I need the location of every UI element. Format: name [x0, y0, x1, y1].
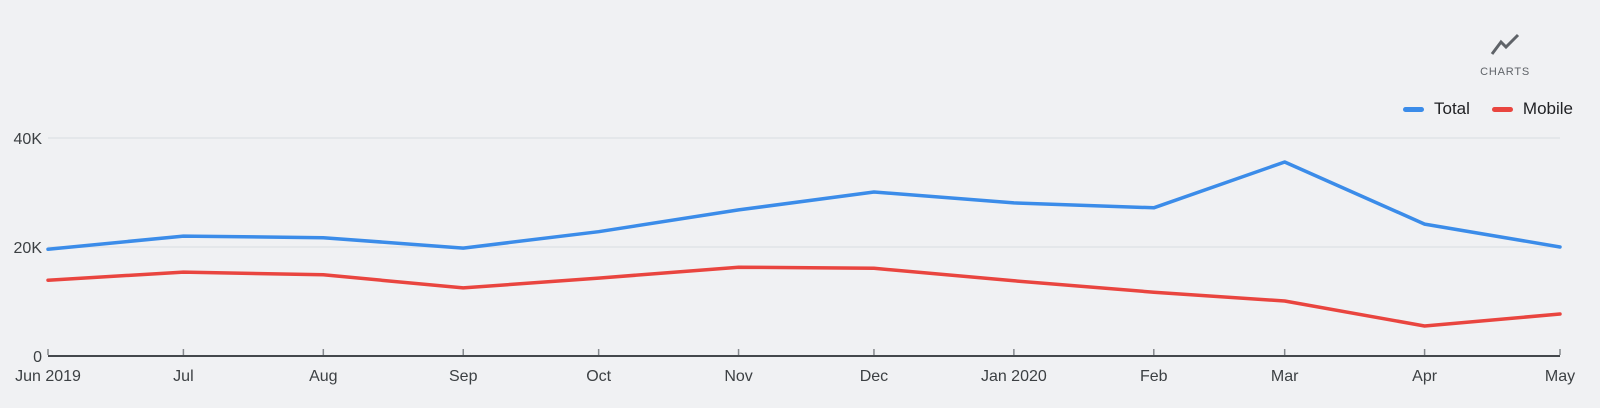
- x-tick-label: Mar: [1271, 368, 1299, 385]
- legend-swatch: [1491, 106, 1513, 112]
- series-line-total[interactable]: [46, 160, 1562, 251]
- chart-legend: Total Mobile: [1402, 99, 1573, 119]
- x-tick-label: Aug: [309, 368, 337, 385]
- series-line-mobile[interactable]: [46, 265, 1562, 328]
- y-tick-label: 40K: [14, 131, 43, 148]
- x-tick-label: Jan 2020: [981, 368, 1047, 385]
- trending-line-icon: [1490, 33, 1520, 55]
- x-tick-label: Oct: [586, 368, 611, 385]
- legend-label: Total: [1433, 99, 1470, 118]
- x-tick-label: Sep: [449, 368, 478, 385]
- legend-item-total[interactable]: Total: [1402, 99, 1470, 119]
- x-tick-label: Jul: [173, 368, 193, 385]
- x-tick-label: Dec: [860, 368, 888, 385]
- y-tick-label: 20K: [14, 240, 43, 257]
- legend-label: Mobile: [1522, 99, 1573, 118]
- x-tick-label: May: [1545, 368, 1575, 385]
- charts-widget-label: CHARTS: [1480, 66, 1530, 78]
- x-tick-label: Jun 2019: [15, 368, 81, 385]
- y-tick-label: 0: [33, 349, 42, 366]
- x-tick-label: Apr: [1412, 368, 1438, 385]
- legend-swatch: [1402, 106, 1424, 112]
- legend-item-mobile[interactable]: Mobile: [1491, 99, 1573, 119]
- x-tick-label: Nov: [724, 368, 752, 385]
- x-tick-label: Feb: [1140, 368, 1168, 385]
- charts-widget-button[interactable]: CHARTS: [1480, 32, 1530, 78]
